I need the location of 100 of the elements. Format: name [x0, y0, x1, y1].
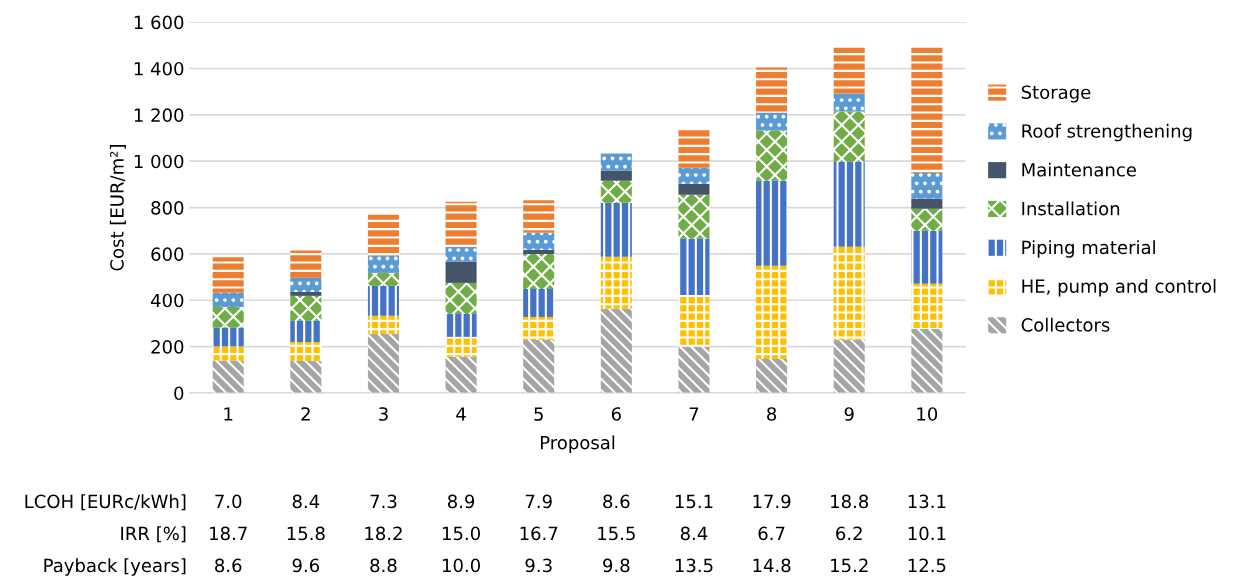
legend-label: Installation — [1022, 201, 1120, 216]
text: 15.1 — [675, 494, 713, 509]
text: 14.8 — [753, 558, 791, 573]
bar — [600, 153, 632, 171]
y-axis-title: Cost [EUR/m²] — [109, 145, 126, 271]
bar — [833, 161, 865, 247]
bar — [212, 257, 244, 293]
bar — [756, 180, 788, 266]
text: 18.7 — [210, 526, 247, 541]
bar — [523, 339, 555, 393]
text: 7.0 — [215, 494, 242, 509]
bar — [290, 341, 322, 361]
bar — [367, 272, 399, 286]
text: 9.6 — [292, 558, 320, 573]
bar — [212, 360, 244, 393]
bar — [678, 238, 710, 295]
bar — [212, 346, 244, 361]
bar — [911, 230, 943, 284]
y-tick-label: 1 000 — [134, 154, 184, 169]
text: 10.1 — [908, 526, 946, 541]
bar — [523, 316, 555, 340]
bar — [367, 333, 399, 393]
text: 8.4 — [680, 526, 708, 541]
bar — [290, 250, 322, 278]
x-tick-label: 5 — [534, 407, 543, 421]
text: 15.0 — [442, 526, 480, 541]
bar — [833, 47, 865, 94]
bar — [911, 198, 943, 209]
text: 15.5 — [598, 526, 635, 541]
text: 17.9 — [753, 494, 791, 509]
y-tick-label: 1 200 — [134, 108, 184, 122]
x-tick-label: 2 — [301, 407, 310, 421]
text: 7.3 — [370, 494, 397, 509]
bar — [212, 306, 244, 328]
y-tick-label: 0 — [174, 386, 184, 401]
bar — [367, 315, 399, 334]
bar — [445, 313, 477, 337]
text: 8.9 — [447, 494, 475, 509]
bar — [600, 180, 632, 203]
bar — [523, 253, 555, 289]
bar — [678, 294, 710, 347]
bar — [212, 327, 244, 347]
text: 18.8 — [831, 494, 869, 509]
bar — [678, 129, 710, 168]
x-axis-title: Proposal — [540, 435, 615, 453]
text: 8.6 — [215, 558, 242, 573]
bar — [290, 291, 322, 296]
x-tick-label: 3 — [379, 407, 388, 421]
bar — [756, 67, 788, 113]
bar — [523, 232, 555, 250]
text: Payback [years] — [44, 558, 186, 576]
bar — [445, 282, 477, 314]
text: 15.8 — [287, 526, 325, 541]
y-tick-label: 1 400 — [134, 61, 184, 76]
legend-label: Storage — [1021, 85, 1091, 103]
text: 10.0 — [442, 558, 480, 573]
bar — [290, 277, 322, 292]
bar — [911, 283, 943, 329]
x-tick-label: 10 — [917, 407, 938, 421]
bar — [911, 172, 943, 199]
bar — [445, 261, 477, 283]
text: 9.3 — [525, 558, 552, 573]
bar — [445, 246, 477, 262]
bar — [600, 202, 632, 257]
text: 9.8 — [603, 558, 630, 573]
text: 8.4 — [292, 494, 320, 509]
text: 6.7 — [758, 526, 785, 541]
legend-label: Piping material — [1022, 240, 1155, 258]
text: 8.6 — [603, 494, 630, 509]
x-tick-label: 4 — [456, 407, 466, 421]
bar — [833, 93, 865, 112]
bar — [833, 339, 865, 393]
legend-label: Roof strengthening — [1022, 123, 1192, 142]
bar — [367, 214, 399, 256]
bar — [367, 285, 399, 316]
bar — [678, 167, 710, 184]
y-tick-label: 800 — [151, 201, 184, 215]
text: 7.9 — [525, 494, 552, 509]
bar — [523, 288, 555, 317]
bar — [833, 246, 865, 340]
bar — [756, 130, 788, 181]
bar — [290, 320, 322, 342]
bar — [600, 308, 632, 393]
y-tick-label: 600 — [151, 247, 184, 262]
legend-label: Collectors — [1021, 317, 1110, 332]
text: 13.5 — [675, 558, 713, 573]
bar — [911, 208, 943, 231]
bar — [911, 47, 943, 173]
bar — [367, 255, 399, 273]
text: IRR [%] — [121, 526, 186, 543]
text: 16.7 — [520, 526, 558, 541]
bar — [678, 194, 710, 239]
bar — [290, 295, 322, 321]
bar — [445, 356, 477, 393]
bar — [911, 328, 943, 393]
x-tick-label: 1 — [224, 407, 233, 421]
text: 15.2 — [831, 558, 868, 573]
bar — [445, 201, 477, 247]
bar — [756, 358, 788, 393]
x-tick-label: 7 — [689, 407, 699, 421]
